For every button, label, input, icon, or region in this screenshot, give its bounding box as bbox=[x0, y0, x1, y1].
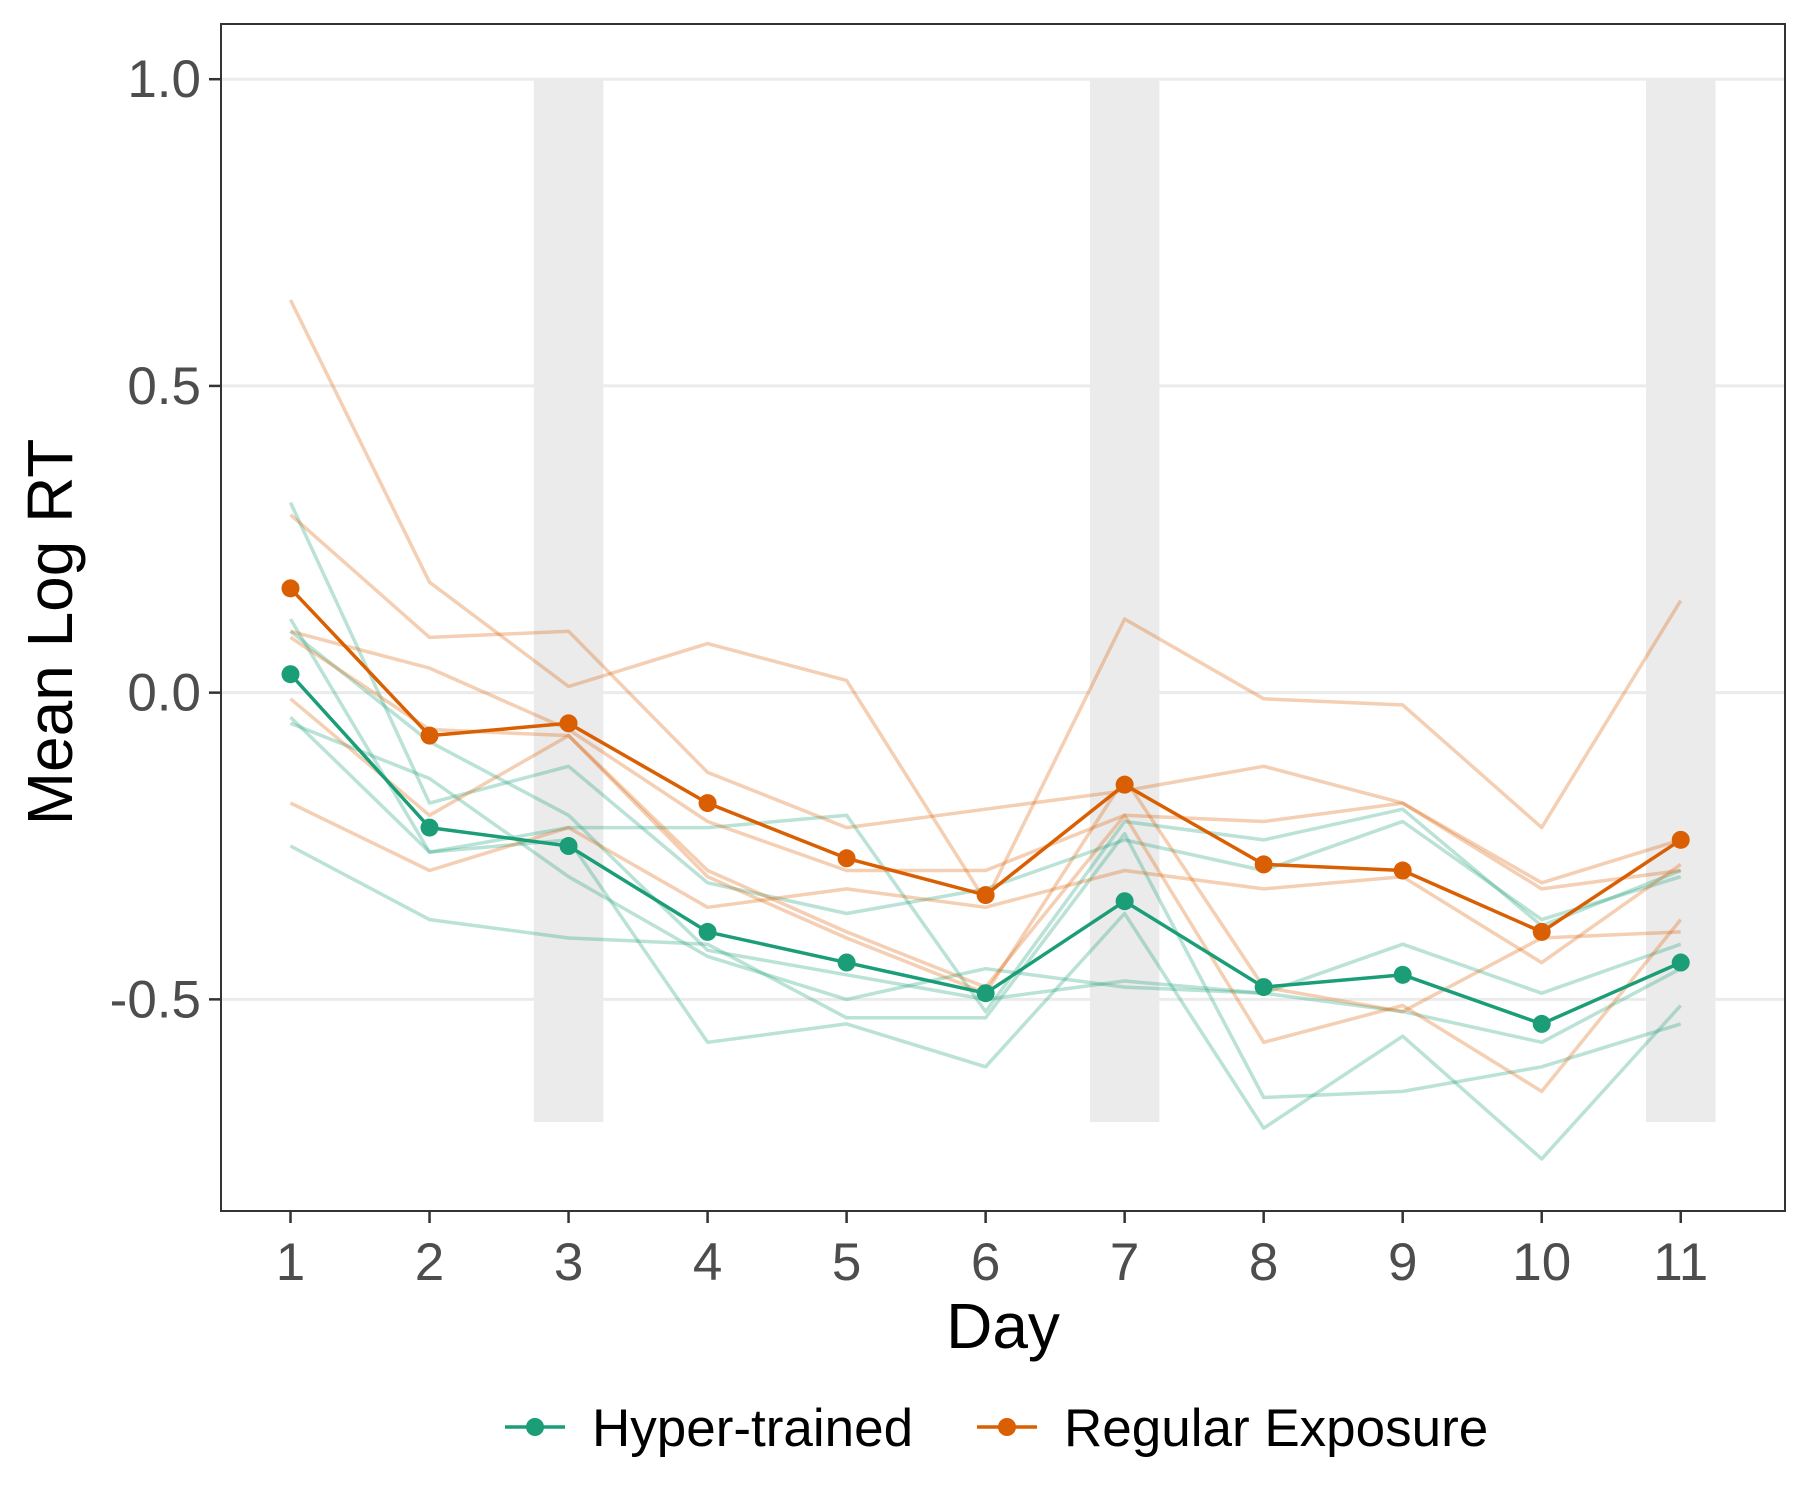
individual-line bbox=[289, 513, 1681, 891]
data-point bbox=[976, 886, 995, 905]
individual-line bbox=[289, 715, 1682, 1161]
plot-panel bbox=[221, 24, 1785, 1211]
x-tick-label: 8 bbox=[1249, 1233, 1278, 1292]
legend: Hyper-trained Regular Exposure bbox=[505, 1399, 1488, 1458]
data-point bbox=[1532, 922, 1551, 941]
x-tick-label: 11 bbox=[1653, 1233, 1708, 1292]
y-tick-label: 0.5 bbox=[127, 357, 201, 416]
data-point bbox=[559, 837, 578, 856]
individual-line bbox=[290, 629, 1682, 885]
data-point bbox=[698, 794, 717, 813]
x-tick-label: 7 bbox=[1110, 1233, 1139, 1292]
individual-line bbox=[289, 721, 1682, 1002]
x-tick-label: 3 bbox=[554, 1233, 583, 1292]
x-tick-label: 6 bbox=[971, 1233, 1000, 1292]
individual-line bbox=[288, 618, 1682, 1014]
data-point bbox=[837, 849, 856, 868]
mean-lines bbox=[281, 579, 1690, 1033]
data-point bbox=[420, 726, 439, 745]
data-point bbox=[1115, 775, 1134, 794]
shaded-band-day-3 bbox=[533, 79, 604, 1123]
data-point bbox=[698, 922, 717, 941]
y-tick-label: 1.0 bbox=[127, 50, 201, 109]
legend-key-point bbox=[998, 1418, 1016, 1436]
data-point bbox=[420, 818, 439, 837]
data-point bbox=[1393, 861, 1412, 880]
legend-label: Hyper-trained bbox=[592, 1399, 913, 1458]
x-tick-label: 2 bbox=[415, 1233, 444, 1292]
y-tick-label: 0.0 bbox=[127, 664, 201, 723]
data-point bbox=[559, 714, 578, 733]
x-tick-label: 1 bbox=[276, 1233, 305, 1292]
x-tick-label: 5 bbox=[832, 1233, 861, 1292]
legend-label: Regular Exposure bbox=[1064, 1399, 1488, 1458]
shaded-day-bands bbox=[533, 79, 1716, 1123]
data-point bbox=[837, 953, 856, 972]
data-point bbox=[281, 665, 300, 684]
legend-key-point bbox=[526, 1418, 544, 1436]
individual-line bbox=[289, 801, 1682, 965]
data-point bbox=[1393, 965, 1412, 984]
panel-background bbox=[221, 24, 1785, 1211]
axes: -0.5 0.0 0.5 1.0 1 2 3 4 5 6 7 8 9 10 11 bbox=[110, 23, 1786, 1292]
data-point bbox=[1254, 855, 1273, 874]
data-point bbox=[1115, 892, 1134, 911]
data-point bbox=[1254, 978, 1273, 997]
x-tick-label: 4 bbox=[693, 1233, 722, 1292]
x-tick-label: 9 bbox=[1388, 1233, 1417, 1292]
data-point bbox=[1532, 1014, 1551, 1033]
data-point bbox=[976, 984, 995, 1003]
individual-line bbox=[289, 831, 1682, 1100]
data-point bbox=[281, 579, 300, 598]
data-point bbox=[1671, 830, 1690, 849]
y-axis-title: Mean Log RT bbox=[14, 439, 86, 826]
data-point bbox=[1671, 953, 1690, 972]
x-tick-label: 10 bbox=[1512, 1233, 1571, 1292]
shaded-band-day-11 bbox=[1645, 79, 1716, 1123]
x-axis-title: Day bbox=[946, 1290, 1060, 1362]
y-tick-label: -0.5 bbox=[110, 970, 201, 1029]
shaded-band-day-7 bbox=[1089, 79, 1160, 1123]
panel-border bbox=[220, 23, 1786, 1212]
